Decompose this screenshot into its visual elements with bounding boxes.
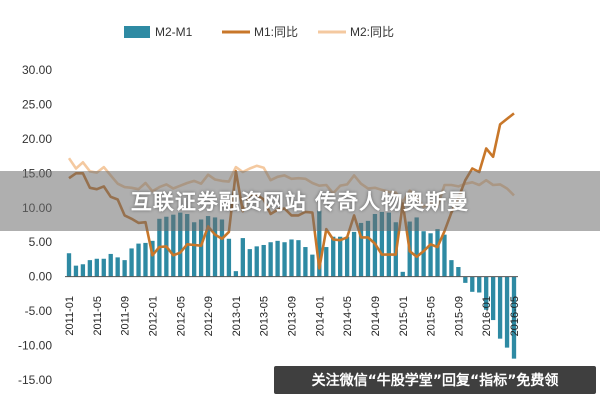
bar <box>442 234 447 277</box>
y-tick-label: 25.00 <box>22 97 52 111</box>
watermark-banner: 关注微信“牛股学堂”回复“指标”免费领 <box>274 366 596 394</box>
bar <box>338 236 343 277</box>
bar <box>282 242 287 277</box>
y-tick-label: 20.00 <box>22 132 52 146</box>
bar <box>456 267 461 277</box>
x-tick-label: 2014-09 <box>370 296 382 336</box>
bar <box>143 242 148 277</box>
bar <box>192 222 197 277</box>
bar <box>233 271 239 277</box>
legend-swatch-m2-m1 <box>124 26 150 38</box>
bar <box>463 276 468 283</box>
x-tick-label: 2013-05 <box>259 296 271 336</box>
x-tick-label: 2013-09 <box>287 296 299 336</box>
bar <box>470 276 475 292</box>
bar <box>358 222 364 277</box>
bar <box>331 236 336 277</box>
bar <box>129 248 134 277</box>
bar <box>324 247 329 277</box>
bar <box>198 219 204 277</box>
bar <box>428 233 433 277</box>
bar <box>268 242 273 277</box>
bar <box>344 236 350 277</box>
x-tick-label: 2011-09 <box>120 296 132 336</box>
x-tick-label: 2013-01 <box>231 296 243 336</box>
bar <box>73 265 79 277</box>
bar <box>303 247 308 277</box>
title-banner: 互联证券融资网站 传奇人物奥斯曼 <box>0 171 600 231</box>
bar <box>484 276 489 310</box>
y-tick-label: -15.00 <box>18 373 52 387</box>
bar <box>205 216 211 277</box>
legend-label-m2-m1: M2-M1 <box>155 25 193 39</box>
y-tick-label: 5.00 <box>29 235 53 249</box>
banner-text: 互联证券融资网站 传奇人物奥斯曼 <box>130 190 470 214</box>
bar <box>101 258 106 277</box>
x-tick-label: 2015-01 <box>398 296 410 336</box>
bar <box>477 276 482 293</box>
bar <box>511 276 517 359</box>
x-tick-label: 2011-01 <box>64 296 76 336</box>
bar <box>219 219 225 277</box>
bar <box>317 210 322 277</box>
bar <box>497 276 503 339</box>
watermark-text: 关注微信“牛股学堂”回复“指标”免费领 <box>311 373 559 389</box>
legend-label-m2: M2:同比 <box>350 25 394 39</box>
x-tick-label: 2015-05 <box>426 296 438 336</box>
bar <box>504 276 510 348</box>
x-tick-label: 2012-09 <box>203 296 215 336</box>
x-tick-label: 2016-05 <box>509 296 521 336</box>
bar <box>178 212 183 277</box>
y-tick-label: 30.00 <box>22 63 52 77</box>
legend: M2-M1 M1:同比 M2:同比 <box>124 25 394 39</box>
bar <box>289 239 294 277</box>
bar <box>275 240 280 277</box>
x-tick-label: 2011-05 <box>92 296 104 336</box>
x-tick-label: 2015-09 <box>453 296 465 336</box>
x-tick-label: 2016-01 <box>481 296 493 336</box>
y-tick-label: -5.00 <box>25 304 53 318</box>
x-tick-label: 2014-05 <box>342 296 354 336</box>
x-tick-label: 2014-01 <box>314 296 326 336</box>
bar <box>310 254 315 277</box>
bar <box>226 238 232 277</box>
bar <box>150 240 155 277</box>
bar <box>171 214 176 277</box>
bar <box>136 243 141 277</box>
bar <box>490 276 496 321</box>
bar <box>80 264 86 277</box>
bar <box>400 271 405 277</box>
bar <box>449 260 454 277</box>
bar <box>386 212 391 277</box>
bar <box>435 229 440 277</box>
bar <box>247 249 252 277</box>
bar <box>261 244 266 277</box>
bar <box>351 231 357 277</box>
bar <box>254 246 259 277</box>
bar <box>115 257 120 277</box>
bar <box>240 238 245 277</box>
bar <box>87 260 93 277</box>
bar <box>421 231 426 277</box>
x-tick-label: 2012-05 <box>175 296 187 336</box>
y-tick-label: 0.00 <box>29 270 53 284</box>
bar <box>94 258 99 277</box>
bar <box>66 253 72 277</box>
bar <box>122 260 127 277</box>
bar <box>365 220 371 277</box>
bar <box>379 211 385 277</box>
y-tick-label: -10.00 <box>18 339 52 353</box>
bar <box>212 217 218 277</box>
x-axis: 2011-01 2011-05 2011-09 2012-01 2012-05 2012-… <box>64 296 521 336</box>
bar <box>414 217 419 277</box>
bar <box>108 253 113 277</box>
legend-label-m1: M1:同比 <box>254 25 298 39</box>
bar <box>296 240 301 277</box>
x-tick-label: 2012-01 <box>147 296 159 336</box>
